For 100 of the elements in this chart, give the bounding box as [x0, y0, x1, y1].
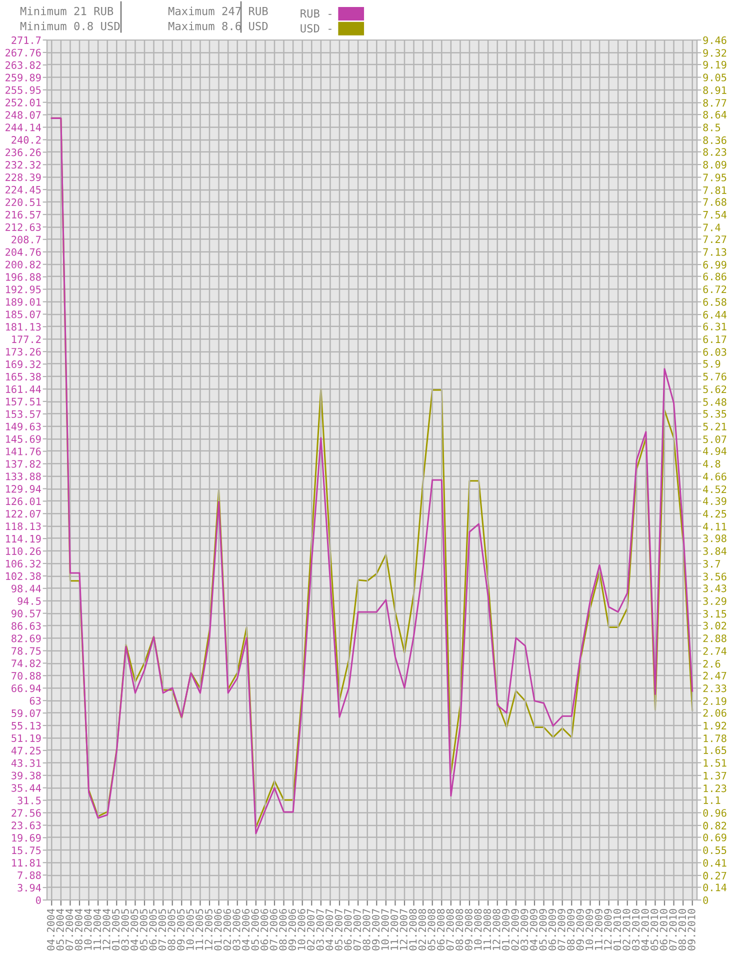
x-tick-label: 11.2004 [93, 908, 102, 950]
y-tick-label: 55.13 [12, 722, 41, 730]
x-tick-label: 08.2005 [168, 909, 176, 950]
y-tick-label: 47.25 [11, 746, 41, 754]
y2-tick-label: 4.94 [703, 447, 726, 455]
y-tick-label: 189.01 [6, 298, 41, 306]
y-tick-label: 129.94 [6, 485, 41, 493]
y2-tick-label: 2.33 [703, 684, 726, 692]
y-tick-label: 149.63 [6, 422, 41, 430]
y-tick-label: 122.07 [6, 510, 41, 518]
x-tick-label: 09.2007 [372, 909, 380, 950]
y2-tick-label: 6.31 [703, 322, 726, 330]
y2-tick-label: 1.51 [704, 759, 726, 767]
x-tick-label: 02.2010 [622, 908, 630, 950]
y2-tick-label: 1.1 [704, 796, 720, 804]
y-tick-label: 263.82 [6, 61, 41, 69]
y-tick-label: 196.88 [6, 273, 41, 281]
y-tick-label: 35.44 [12, 784, 41, 792]
y2-tick-label: 1.37 [704, 772, 726, 780]
x-tick-label: 05.2008 [428, 908, 436, 950]
y-tick-label: 66.94 [12, 684, 41, 692]
x-tick-label: 11.2008 [483, 908, 492, 950]
y2-tick-label: 0.82 [703, 822, 726, 830]
x-tick-label: 04.2010 [641, 908, 649, 950]
y-tick-label: 114.19 [6, 534, 41, 543]
x-tick-label: 09.2008 [464, 908, 472, 950]
y-tick-label: 248.07 [6, 111, 41, 119]
x-tick-label: 08.2004 [74, 908, 82, 950]
y2-tick-label: 0 [703, 896, 708, 904]
y2-tick-label: 3.29 [703, 597, 726, 605]
x-tick-label: 05.2004 [56, 908, 64, 950]
y-tick-label: 220.51 [6, 198, 41, 206]
y2-tick-label: 6.86 [703, 272, 726, 280]
x-tick-label: 08.2009 [566, 909, 575, 950]
y2-tick-label: 3.43 [703, 584, 726, 592]
x-tick-label: 04.2006 [242, 908, 250, 950]
y2-tick-label: 8.36 [703, 136, 726, 144]
x-tick-label: 12.2007 [400, 909, 408, 950]
y-tick-label: 165.38 [6, 372, 41, 381]
y2-tick-label: 4.8 [703, 460, 720, 468]
y-tick-label: 70.88 [12, 672, 41, 680]
x-tick-label: 07.2004 [66, 908, 74, 950]
y2-tick-label: 9.19 [703, 60, 726, 69]
y-tick-label: 133.88 [6, 472, 41, 480]
y2-tick-label: 9.32 [703, 49, 726, 57]
y2-tick-label: 2.19 [703, 697, 726, 705]
x-tick-label: 06.2010 [660, 908, 668, 950]
x-tick-label: 04.2007 [326, 909, 334, 950]
y2-tick-label: 4.66 [703, 472, 726, 480]
y2-tick-label: 9.46 [703, 36, 726, 44]
x-tick-label: 01.2006 [214, 908, 222, 950]
y-tick-label: 137.82 [6, 460, 41, 468]
y2-tick-label: 7.13 [703, 248, 726, 256]
x-tick-label: 08.2007 [362, 909, 370, 950]
x-tick-label: 06.2005 [149, 909, 157, 950]
y2-tick-label: 1.92 [704, 722, 726, 730]
x-tick-label: 04.2005 [130, 909, 138, 950]
y2-tick-label: 5.9 [703, 360, 720, 368]
x-tick-label: 07.2007 [353, 909, 362, 950]
x-tick-label: 10.2008 [474, 908, 482, 950]
y2-tick-label: 0.69 [703, 834, 726, 842]
y2-tick-label: 8.09 [703, 160, 726, 169]
x-tick-label: 02.2008 [418, 908, 426, 950]
x-tick-label: 06.2008 [436, 908, 445, 950]
x-tick-label: 03.2007 [316, 909, 324, 950]
y-tick-label: 169.32 [6, 360, 41, 368]
y-tick-label: 90.57 [12, 610, 41, 618]
y-tick-label: 212.63 [6, 223, 41, 231]
y-tick-label: 271.7 [12, 36, 41, 44]
y2-tick-label: 4.11 [703, 522, 726, 530]
x-tick-label: 02.2007 [306, 909, 315, 950]
y2-tick-label: 7.81 [703, 186, 726, 194]
x-tick-label: 06.2006 [260, 908, 268, 950]
y2-tick-label: 5.35 [703, 410, 726, 418]
y-tick-label: 173.26 [6, 348, 41, 356]
y-tick-label: 126.01 [6, 498, 41, 506]
y2-tick-label: 8.23 [703, 148, 726, 156]
y-tick-label: 192.95 [6, 286, 41, 294]
x-tick-label: 12.2004 [102, 908, 110, 950]
y-tick-label: 59.07 [12, 709, 41, 718]
x-tick-label: 02.2009 [511, 909, 519, 950]
y-tick-label: 39.38 [12, 772, 41, 780]
x-tick-label: 04.2009 [530, 909, 538, 950]
x-tick-label: 01.2009 [502, 909, 510, 950]
y2-tick-label: 3.02 [703, 622, 726, 630]
y-tick-label: 3.94 [18, 884, 41, 892]
y2-tick-label: 6.72 [703, 285, 726, 294]
x-tick-label: 07.2009 [558, 909, 566, 950]
y-tick-label: 43.31 [11, 759, 41, 767]
y2-tick-label: 8.5 [703, 124, 720, 132]
y2-tick-label: 7.95 [703, 174, 726, 182]
y-tick-label: 82.69 [12, 634, 41, 642]
y-tick-label: 23.63 [12, 822, 41, 830]
y2-tick-label: 4.25 [703, 510, 726, 518]
y2-tick-label: 0.14 [703, 884, 726, 892]
y2-tick-label: 8.64 [703, 110, 726, 119]
text: Maximum 247 RUB [168, 6, 268, 16]
y2-tick-label: 4.39 [703, 497, 726, 505]
y2-tick-label: 2.74 [703, 647, 726, 655]
x-tick-label: 03.2006 [232, 908, 240, 950]
